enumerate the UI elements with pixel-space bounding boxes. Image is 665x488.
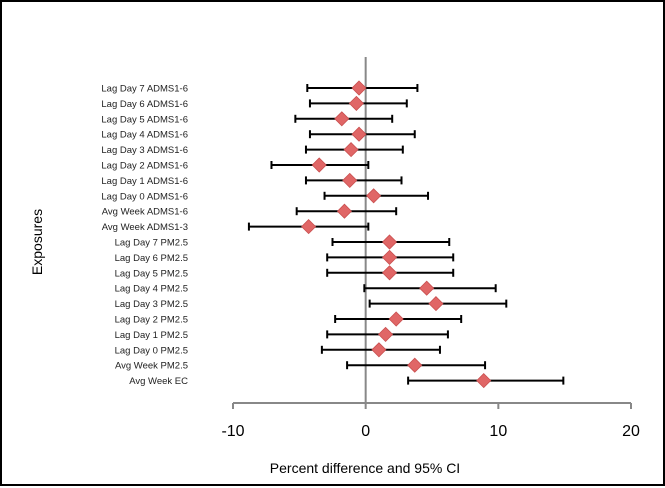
estimate-marker	[381, 234, 398, 250]
forest-row: Lag Day 2 ADMS1-6	[101, 157, 370, 173]
row-label: Avg Week PM2.5	[115, 361, 188, 372]
estimate-marker	[371, 342, 387, 358]
row-label: Lag Day 3 PM2.5	[115, 299, 188, 310]
estimate-marker	[334, 111, 350, 127]
row-label: Lag Day 7 ADMS1-6	[101, 84, 188, 95]
x-tick-label: 10	[489, 423, 507, 440]
forest-row: Lag Day 7 PM2.5	[115, 234, 451, 250]
row-label: Lag Day 4 PM2.5	[115, 284, 188, 295]
estimate-marker	[407, 357, 423, 373]
estimate-marker	[378, 326, 394, 342]
forest-row: Avg Week ADMS1-6	[102, 203, 398, 219]
row-label: Lag Day 2 ADMS1-6	[101, 161, 188, 172]
estimate-marker	[342, 172, 358, 188]
row-label: Lag Day 0 PM2.5	[115, 345, 188, 356]
estimate-marker	[351, 80, 367, 96]
estimate-marker	[381, 265, 398, 281]
forest-row: Avg Week PM2.5	[115, 357, 487, 373]
forest-row: Lag Day 5 PM2.5	[115, 265, 455, 281]
forest-row: Lag Day 3 PM2.5	[115, 296, 508, 312]
estimate-marker	[348, 95, 364, 111]
row-label: Lag Day 7 PM2.5	[115, 238, 188, 249]
x-tick-label: -10	[221, 423, 244, 440]
forest-row: Lag Day 3 ADMS1-6	[101, 142, 404, 158]
row-label: Lag Day 1 PM2.5	[115, 330, 188, 341]
x-tick-label: 0	[361, 423, 370, 440]
estimate-marker	[428, 296, 444, 312]
forest-row: Lag Day 4 ADMS1-6	[101, 126, 416, 142]
forest-row: Lag Day 5 ADMS1-6	[101, 111, 394, 127]
forest-row: Lag Day 4 PM2.5	[115, 280, 497, 296]
row-label: Lag Day 5 ADMS1-6	[101, 114, 188, 125]
estimate-marker	[351, 126, 367, 142]
estimate-marker	[419, 280, 435, 296]
row-label: Lag Day 3 ADMS1-6	[101, 145, 188, 156]
estimate-marker	[336, 203, 353, 219]
row-label: Lag Day 6 PM2.5	[115, 253, 188, 264]
row-label: Lag Day 4 ADMS1-6	[101, 130, 188, 141]
forest-row: Lag Day 7 ADMS1-6	[101, 80, 419, 96]
estimate-marker	[343, 142, 359, 158]
forest-row: Lag Day 6 PM2.5	[115, 249, 455, 265]
row-label: Avg Week EC	[129, 376, 188, 387]
row-label: Lag Day 2 PM2.5	[115, 315, 188, 326]
row-label: Lag Day 6 ADMS1-6	[101, 99, 188, 110]
forest-row: Lag Day 0 ADMS1-6	[101, 188, 430, 204]
estimate-marker	[301, 219, 317, 235]
estimate-marker	[311, 157, 327, 173]
estimate-marker	[476, 373, 492, 389]
estimate-marker	[366, 188, 382, 204]
x-tick-label: 20	[622, 423, 640, 440]
forest-row: Avg Week ADMS1-3	[102, 219, 370, 235]
forest-row: Lag Day 1 ADMS1-6	[101, 172, 403, 188]
row-label: Lag Day 0 ADMS1-6	[101, 191, 188, 202]
estimate-marker	[381, 249, 398, 265]
x-axis-title: Percent difference and 95% CI	[270, 460, 460, 476]
row-label: Lag Day 1 ADMS1-6	[101, 176, 188, 187]
row-label: Avg Week ADMS1-3	[102, 222, 188, 233]
estimate-marker	[388, 311, 404, 327]
forest-row: Avg Week EC	[129, 373, 565, 389]
row-label: Avg Week ADMS1-6	[102, 207, 188, 218]
row-label: Lag Day 5 PM2.5	[115, 268, 188, 279]
y-axis-title: Exposures	[29, 209, 45, 275]
forest-row: Lag Day 0 PM2.5	[115, 342, 441, 358]
forest-row: Lag Day 1 PM2.5	[115, 326, 449, 342]
forest-row: Lag Day 6 ADMS1-6	[101, 95, 408, 111]
forest-row: Lag Day 2 PM2.5	[115, 311, 463, 327]
